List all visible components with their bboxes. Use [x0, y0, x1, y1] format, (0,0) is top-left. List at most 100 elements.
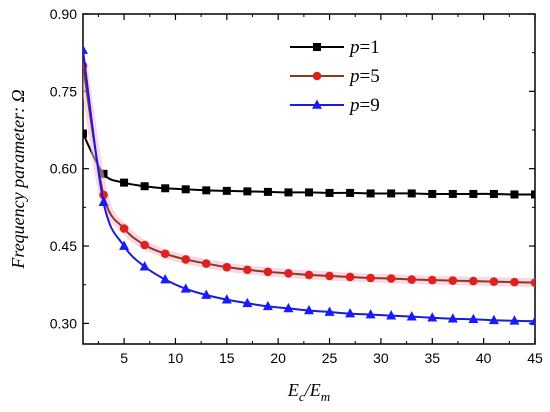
data-point	[345, 308, 356, 318]
data-point	[283, 302, 294, 313]
data-point	[510, 190, 519, 199]
data-point	[221, 294, 232, 304]
legend: p=1 p=5 p=9	[290, 37, 380, 116]
data-point	[325, 188, 334, 197]
data-point	[324, 306, 335, 316]
series-p-9	[83, 44, 535, 326]
legend-marker	[313, 43, 321, 51]
x-tick-label: 30	[373, 350, 389, 366]
x-tick-label: 10	[168, 350, 184, 366]
data-point	[428, 189, 437, 198]
data-point	[201, 289, 212, 299]
x-tick-label: 25	[322, 350, 338, 366]
x-axis-title: Ec/Em	[287, 380, 330, 404]
y-tick-label: 0.45	[50, 238, 77, 254]
data-point	[222, 262, 232, 272]
data-point	[510, 277, 519, 287]
data-point	[304, 270, 314, 280]
x-tick-label: 20	[270, 350, 286, 366]
data-point	[387, 189, 396, 198]
data-point	[243, 187, 252, 196]
data-point	[407, 275, 417, 284]
data-point	[120, 178, 129, 187]
data-point	[366, 273, 375, 283]
y-axis: 0.30 0.45 0.60 0.75 0.90	[50, 6, 535, 331]
series-line	[83, 133, 535, 196]
data-point	[284, 188, 293, 197]
data-point	[304, 304, 314, 315]
data-point	[530, 278, 535, 287]
series-layer	[83, 44, 535, 326]
data-point	[509, 315, 520, 325]
data-point	[98, 196, 109, 207]
x-tick-label: 15	[219, 350, 235, 366]
series-band	[83, 64, 535, 288]
data-point	[345, 272, 355, 282]
data-point	[468, 313, 479, 324]
series-p-1	[83, 129, 535, 199]
data-point	[386, 310, 397, 320]
data-point	[181, 185, 190, 194]
data-point	[427, 275, 437, 285]
data-point	[83, 129, 87, 138]
data-point	[263, 187, 272, 196]
x-axis: 5 10 15 20 25 30 35 40 45	[97, 14, 543, 366]
x-tick-label: 35	[424, 350, 440, 366]
data-point	[263, 267, 273, 277]
legend-marker	[312, 99, 322, 109]
data-point	[284, 269, 293, 278]
data-point	[469, 189, 478, 198]
legend-label: p=9	[348, 95, 380, 116]
data-point	[489, 189, 498, 198]
y-axis-title: Frequency parameter: Ω	[8, 89, 28, 269]
data-point	[139, 261, 150, 271]
data-point	[201, 259, 211, 268]
data-point	[243, 265, 252, 275]
data-point	[140, 240, 149, 250]
y-tick-label: 0.60	[50, 161, 77, 177]
data-point	[447, 313, 458, 323]
data-point	[222, 186, 231, 195]
data-point	[305, 188, 313, 197]
data-point	[469, 276, 478, 286]
data-point	[346, 188, 355, 197]
data-point	[202, 186, 211, 195]
data-point	[262, 300, 273, 311]
data-point	[386, 274, 396, 283]
data-point	[448, 276, 458, 285]
legend-label: p=5	[348, 66, 380, 87]
data-point	[160, 249, 170, 259]
legend-item: p=5	[290, 66, 380, 87]
series-p-5	[83, 61, 535, 288]
legend-label: p=1	[348, 37, 380, 58]
data-point	[160, 274, 171, 284]
data-point	[119, 240, 130, 250]
data-point	[366, 189, 375, 198]
data-point	[119, 224, 129, 233]
y-tick-label: 0.90	[50, 6, 77, 22]
data-point	[530, 315, 535, 326]
data-point	[242, 297, 253, 308]
data-point	[488, 314, 499, 325]
plot-frame	[82, 13, 536, 345]
data-point	[325, 271, 334, 281]
data-point	[161, 184, 170, 193]
data-point	[427, 312, 438, 322]
data-point	[489, 277, 499, 286]
data-point	[448, 189, 457, 198]
y-tick-label: 0.75	[50, 83, 77, 99]
data-point	[531, 190, 535, 199]
data-point	[406, 311, 417, 321]
data-point	[407, 189, 416, 198]
data-point	[180, 283, 191, 293]
legend-item: p=9	[290, 95, 380, 116]
data-point	[365, 309, 376, 319]
x-tick-label: 40	[476, 350, 492, 366]
legend-marker	[312, 71, 322, 81]
data-point	[83, 44, 88, 54]
x-tick-label: 45	[527, 350, 543, 366]
data-point	[140, 182, 149, 191]
x-tick-label: 5	[120, 350, 128, 366]
legend-item: p=1	[290, 37, 380, 58]
